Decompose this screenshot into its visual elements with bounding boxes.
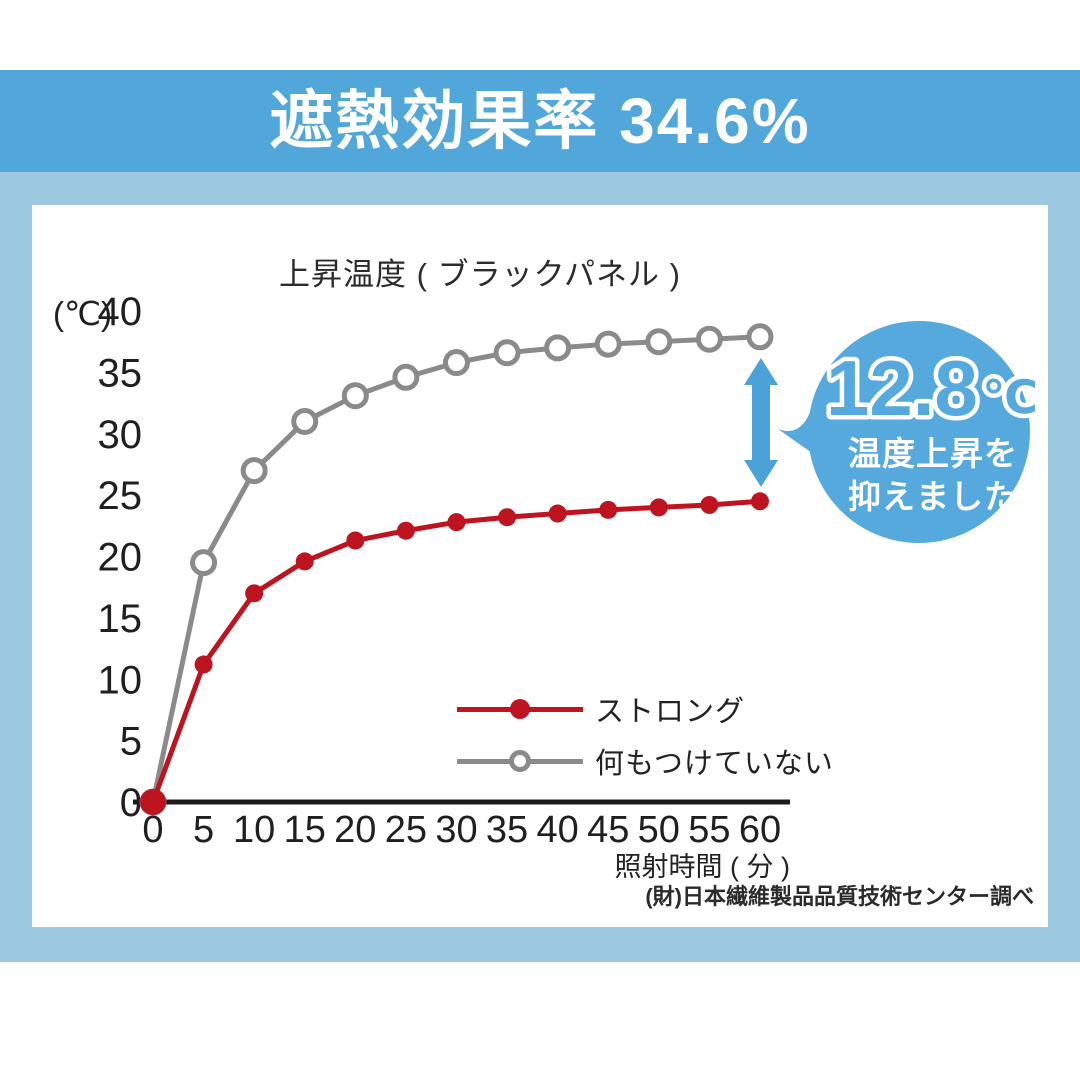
legend-item-nothing: 何もつけていない xyxy=(457,735,877,787)
bottom-margin-strip xyxy=(0,962,1080,1080)
data-point-strong xyxy=(396,521,415,540)
y-tick-label: 15 xyxy=(98,597,143,641)
data-point-nothing xyxy=(392,363,420,391)
x-tick-label: 5 xyxy=(193,809,214,851)
data-point-nothing xyxy=(544,334,572,362)
y-tick-label: 25 xyxy=(98,474,143,518)
legend-item-strong: ストロング xyxy=(457,683,877,735)
data-point-strong xyxy=(700,495,719,514)
bubble-value-number: 12.8 xyxy=(826,344,978,432)
data-point-strong xyxy=(245,584,264,603)
data-point-nothing xyxy=(240,457,268,485)
filled-dot-icon xyxy=(510,699,530,719)
top-margin-strip xyxy=(0,0,1080,70)
y-tick-label: 35 xyxy=(98,351,143,395)
data-point-strong xyxy=(649,498,668,517)
chart-background-panel: 上昇温度 ( ブラックパネル ) (℃) 40 35 30 25 20 15 10 5 0 0 5 10… xyxy=(0,172,1080,962)
data-point-nothing xyxy=(442,349,470,377)
x-tick-label: 10 xyxy=(233,809,275,851)
data-point-strong xyxy=(447,513,466,532)
highlight-speech-bubble: 12.8 ℃ 温度上昇を 抑えました！ xyxy=(808,321,1051,543)
data-point-nothing xyxy=(594,330,622,358)
data-point-nothing xyxy=(493,339,521,367)
data-point-strong xyxy=(498,508,517,527)
legend-label-strong: ストロング xyxy=(595,696,746,728)
x-tick-label: 55 xyxy=(688,809,730,851)
header-banner: 遮熱効果率 34.6% xyxy=(0,70,1080,172)
data-point-nothing xyxy=(190,549,218,577)
y-tick-label: 20 xyxy=(98,536,143,580)
data-point-nothing xyxy=(695,325,723,353)
x-tick-label: 25 xyxy=(385,809,427,851)
data-point-strong xyxy=(548,504,567,523)
x-tick-label: 50 xyxy=(638,809,680,851)
bubble-value: 12.8 ℃ xyxy=(822,340,1043,437)
y-tick-label: 0 xyxy=(120,781,142,825)
chart-card: 上昇温度 ( ブラックパネル ) (℃) 40 35 30 25 20 15 10 5 0 0 5 10… xyxy=(32,205,1051,927)
legend-label-nothing: 何もつけていない xyxy=(595,748,834,780)
data-point-strong xyxy=(295,552,314,571)
y-axis-unit-label: (℃) xyxy=(53,295,112,332)
bubble-caption-line2: 抑えました！ xyxy=(848,477,1052,515)
data-point-strong xyxy=(599,500,618,519)
x-tick-label: 0 xyxy=(142,809,163,851)
y-tick-label: 5 xyxy=(120,720,142,764)
data-point-strong xyxy=(346,531,365,550)
y-tick-label: 30 xyxy=(98,413,143,457)
page-title: 遮熱効果率 34.6% xyxy=(269,85,811,157)
x-tick-label: 35 xyxy=(486,809,528,851)
data-point-strong xyxy=(194,655,213,674)
x-tick-label: 45 xyxy=(587,809,629,851)
legend-line-strong xyxy=(457,699,583,719)
x-tick-label: 20 xyxy=(334,809,376,851)
source-note: (財)日本繊維製品品質技術センター調べ xyxy=(645,884,1034,909)
open-dot-icon xyxy=(509,750,531,772)
data-point-nothing xyxy=(341,382,369,410)
difference-arrow-icon xyxy=(744,358,778,487)
chart-legend: ストロング 何もつけていない xyxy=(457,683,877,787)
x-tick-label: 40 xyxy=(536,809,578,851)
y-tick-label: 40 xyxy=(98,290,143,334)
data-point-nothing xyxy=(291,407,319,435)
bubble-value-unit: ℃ xyxy=(982,371,1038,423)
data-point-strong xyxy=(140,789,166,815)
x-tick-label: 15 xyxy=(284,809,326,851)
x-axis-title: 照射時間 ( 分 ) xyxy=(614,852,791,882)
x-tick-label: 30 xyxy=(435,809,477,851)
chart-title: 上昇温度 ( ブラックパネル ) xyxy=(279,257,681,292)
legend-line-nothing xyxy=(457,750,583,772)
bubble-caption-line1: 温度上昇を xyxy=(848,435,1018,472)
svg-text:12.8 ℃: 12.8 ℃ xyxy=(826,344,1038,432)
bubble-caption: 温度上昇を 抑えました！ xyxy=(848,433,1052,519)
data-point-strong xyxy=(750,492,769,511)
data-point-nothing xyxy=(645,328,673,356)
x-tick-label: 60 xyxy=(739,809,781,851)
y-tick-label: 10 xyxy=(98,658,143,702)
data-point-nothing xyxy=(746,323,774,351)
